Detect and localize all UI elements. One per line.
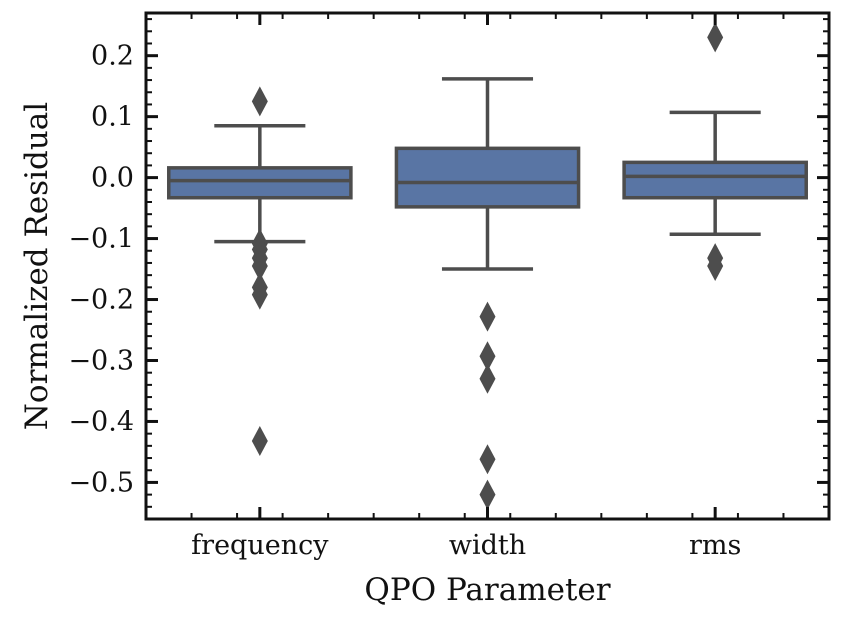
y-tick-label: 0.1 — [91, 102, 134, 133]
axis-ticks: 0.2 0.1 0.0 −0.1 −0.2 −0.3 −0.4 −0.5 frequency wi… — [68, 13, 829, 561]
y-tick-label: −0.3 — [68, 345, 134, 376]
outlier-point — [251, 425, 268, 456]
outlier-point — [251, 86, 268, 117]
y-tick-label: 0.2 — [91, 41, 134, 72]
y-tick-label: −0.5 — [68, 467, 134, 498]
outlier-point — [479, 341, 496, 372]
outlier-point — [479, 301, 496, 332]
outlier-point — [479, 444, 496, 475]
outlier-point — [479, 363, 496, 394]
outlier-point — [251, 251, 268, 281]
x-tick-label: frequency — [191, 530, 329, 561]
box-group-frequency — [167, 86, 353, 456]
outlier-point — [707, 22, 724, 53]
outlier-point — [707, 251, 724, 281]
box-group-rms — [622, 22, 808, 281]
outlier-point — [479, 479, 496, 510]
y-tick-label: −0.2 — [68, 285, 134, 316]
plot-area — [167, 22, 808, 510]
outlier-point — [251, 279, 268, 310]
box-group-width — [394, 77, 581, 510]
x-tick-label: rms — [689, 530, 741, 561]
y-axis-label: Normalized Residual — [19, 102, 55, 430]
x-axis-label: QPO Parameter — [364, 572, 610, 608]
y-tick-label: 0.0 — [91, 163, 134, 194]
y-tick-label: −0.1 — [68, 224, 134, 255]
box-rms — [622, 160, 808, 200]
box-frequency — [167, 166, 353, 200]
box-width — [394, 146, 581, 209]
x-tick-label: width — [449, 530, 526, 561]
y-tick-label: −0.4 — [68, 406, 134, 437]
